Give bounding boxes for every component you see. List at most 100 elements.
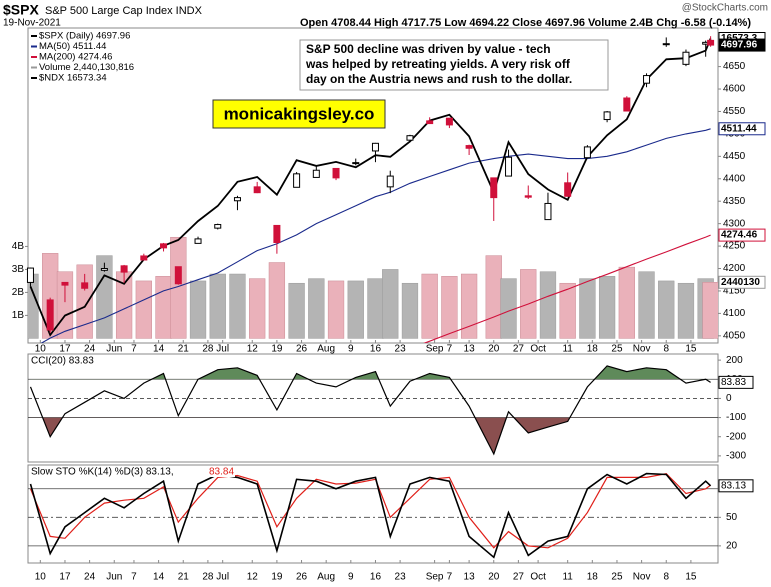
x-tick-label: 24	[84, 572, 96, 583]
candle-body	[707, 39, 715, 46]
x-tick-label: Nov	[633, 344, 651, 355]
value-label-box	[718, 228, 766, 242]
x-tick-label: 17	[59, 344, 71, 355]
x-tick-label: 16	[370, 344, 382, 355]
x-tick-label: Oct	[530, 572, 546, 583]
y-tick-label: 4650	[723, 61, 746, 72]
x-tick-label: Sep	[426, 572, 444, 583]
x-tick-label: 28	[202, 344, 214, 355]
x-tick-label: 13	[464, 344, 476, 355]
x-tick-label: Nov	[633, 572, 651, 583]
candle-body	[26, 267, 34, 283]
volume-bar	[327, 280, 345, 339]
y-tick-label: 4300	[723, 218, 746, 229]
candle-body	[312, 169, 320, 178]
volume-bar	[460, 273, 478, 339]
x-tick-label: 7	[131, 572, 137, 583]
legend-label: MA(50) 4511.44	[39, 41, 106, 52]
x-tick-label: 8	[663, 572, 669, 583]
x-tick-label: 11	[562, 344, 573, 355]
x-tick-label: 10	[35, 572, 47, 583]
candle-body	[253, 186, 261, 194]
volume-bar	[76, 264, 93, 339]
annotation-line: was helped by retreating yields. A very …	[305, 57, 571, 71]
cci-positive-fill	[151, 365, 681, 380]
y-tick-label: 0	[726, 393, 732, 404]
overlay-line	[423, 234, 711, 343]
x-tick-label: 7	[447, 344, 453, 355]
volume-bar	[441, 276, 458, 339]
volume-bar	[559, 282, 576, 339]
candle-body	[46, 299, 54, 331]
panel-title-bg	[29, 466, 235, 477]
volume-bar	[308, 278, 325, 339]
volume-bar	[155, 276, 172, 339]
candle-body	[564, 182, 572, 197]
candle-body	[293, 173, 301, 188]
candle-body	[583, 146, 591, 159]
y-tick-label: 200	[726, 355, 743, 366]
x-tick-label: 14	[153, 572, 165, 583]
volume-bar	[135, 280, 152, 339]
candle-body	[194, 238, 202, 244]
volume-bar	[401, 282, 419, 339]
x-tick-label: 20	[488, 344, 500, 355]
x-tick-label: Aug	[317, 344, 335, 355]
x-tick-label: 7	[131, 344, 137, 355]
annotation-line: day on the Austria news and rush to the …	[306, 72, 572, 86]
site: monicakingsley.co	[224, 104, 375, 123]
y-tick-label: 20	[726, 541, 738, 552]
x-tick-label: 10	[35, 344, 47, 355]
x-tick-label: 24	[84, 344, 96, 355]
x-tick-label: 18	[587, 572, 599, 583]
value-label: 83.83	[721, 377, 746, 388]
volume-bar	[638, 271, 655, 339]
value-label: 83.13	[721, 480, 746, 491]
candle-body	[352, 162, 360, 165]
x-tick-label: 18	[587, 344, 599, 355]
value-label: 4511.44	[721, 123, 757, 134]
x-tick-label: 8	[663, 344, 669, 355]
volume-bar	[618, 266, 635, 339]
date: 19-Nov-2021	[3, 18, 61, 29]
volume-tick-label: 3B	[12, 264, 25, 275]
candle-body	[174, 266, 182, 285]
candle-body	[160, 243, 168, 249]
volume-bar	[170, 236, 187, 339]
x-tick-label: 19	[271, 572, 283, 583]
candle-body	[524, 195, 532, 198]
candle-body	[332, 167, 340, 179]
volume-bar	[249, 278, 266, 339]
site-box	[212, 99, 386, 129]
candle-body	[643, 75, 651, 84]
value-label-box	[718, 38, 766, 52]
x-tick-label: 9	[348, 572, 354, 583]
candle-body	[445, 117, 453, 126]
x-tick-label: 27	[513, 572, 525, 583]
y-tick-label: 4100	[723, 308, 746, 319]
y-tick-label: -300	[726, 451, 746, 462]
x-tick-label: 26	[296, 344, 308, 355]
candle-body	[603, 111, 611, 121]
volume-bar	[347, 280, 364, 339]
candle-body	[120, 265, 128, 273]
x-tick-label: 23	[395, 344, 407, 355]
x-tick-label: 27	[513, 344, 525, 355]
x-tick-label: 15	[685, 572, 697, 583]
x-tick-label: 25	[611, 344, 623, 355]
x-tick-label: 11	[562, 572, 573, 583]
y-tick-label: 50	[726, 512, 738, 523]
x-tick-label: 20	[488, 572, 500, 583]
volume-bar	[382, 269, 399, 339]
volume-tick-label: 4B	[12, 241, 25, 252]
y-tick-label: -200	[726, 431, 746, 442]
candle-body	[505, 156, 513, 177]
y-tick-label: 4600	[723, 84, 746, 95]
volume-bar	[367, 278, 384, 339]
legend-label: MA(200) 4274.46	[39, 52, 112, 63]
volume-bar	[598, 276, 616, 339]
symbol: $SPX	[3, 2, 39, 18]
value-label-box	[718, 275, 766, 289]
value-label-box	[718, 479, 754, 493]
